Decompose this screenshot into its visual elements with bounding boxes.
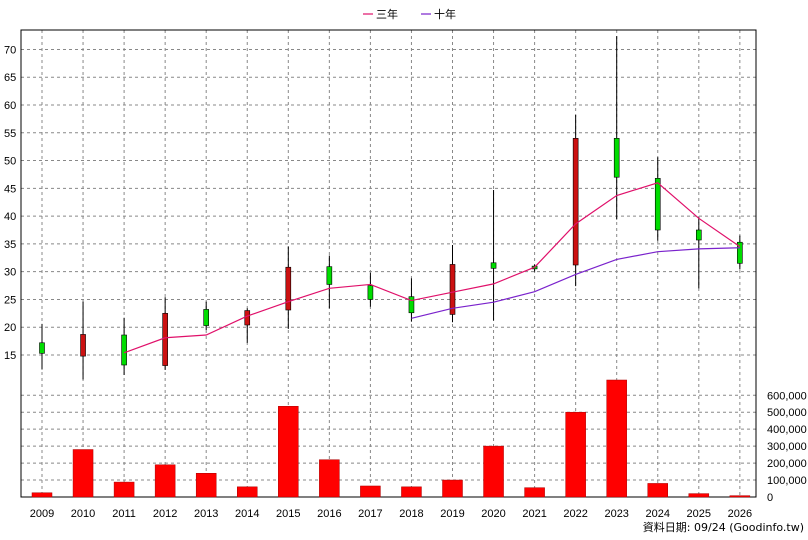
- price-tick-label: 60: [4, 100, 16, 112]
- volume-tick-label: 100,000: [767, 475, 807, 487]
- candle-body: [39, 342, 45, 354]
- candle-body: [613, 138, 620, 178]
- year-tick-label: 2014: [235, 508, 259, 520]
- volume-bar: [401, 486, 422, 498]
- price-tick-label: 70: [4, 44, 16, 56]
- legend-label: 三年: [376, 7, 398, 21]
- volume-bar: [113, 481, 135, 498]
- year-tick-label: 2012: [153, 508, 177, 520]
- volume-bar: [729, 495, 751, 498]
- volume-bar: [524, 487, 545, 498]
- volume-bar: [606, 379, 627, 498]
- year-tick-label: 2019: [440, 508, 464, 520]
- volume-bar: [483, 445, 504, 498]
- plot-border: [20, 29, 757, 498]
- year-tick-label: 2025: [687, 508, 711, 520]
- candle-body: [244, 310, 251, 326]
- year-tick-label: 2015: [276, 508, 300, 520]
- grid-lines: [21, 30, 756, 498]
- volume-tick-label: 400,000: [767, 424, 807, 436]
- candle-body: [121, 334, 127, 366]
- price-tick-label: 65: [4, 72, 16, 84]
- price-tick-label: 35: [4, 239, 16, 251]
- candle-body: [449, 264, 456, 315]
- price-tick-label: 40: [4, 211, 16, 223]
- price-tick-label: 20: [4, 322, 16, 334]
- candle-body: [737, 241, 743, 264]
- volume-bar: [360, 485, 381, 498]
- volume-tick-label: 600,000: [767, 390, 807, 402]
- volume-bar: [319, 459, 340, 498]
- series-line: [411, 247, 740, 319]
- year-tick-label: 2010: [71, 508, 95, 520]
- legend: 三年 十年: [363, 7, 456, 21]
- year-tick-label: 2011: [112, 508, 136, 520]
- candle-body: [408, 296, 415, 314]
- year-tick-label: 2022: [563, 508, 587, 520]
- price-candles: [39, 36, 743, 380]
- candle-body: [326, 266, 333, 285]
- candle-body: [695, 229, 702, 241]
- volume-bar: [278, 406, 299, 498]
- year-tick-label: 2016: [317, 508, 341, 520]
- series-line: [123, 182, 741, 354]
- price-tick-label: 45: [4, 183, 16, 195]
- volume-tick-label: 500,000: [767, 407, 807, 419]
- legend-label: 十年: [434, 7, 456, 21]
- year-tick-label: 2009: [30, 508, 54, 520]
- candle-body: [654, 178, 661, 231]
- volume-bar: [565, 411, 586, 498]
- price-tick-label: 50: [4, 156, 16, 168]
- candle-body: [80, 334, 86, 357]
- candle-body: [572, 138, 579, 266]
- candle-body: [490, 262, 497, 269]
- volume-tick-label: 0: [767, 492, 773, 504]
- moving-average-lines: [123, 182, 741, 354]
- volume-bar: [442, 479, 463, 498]
- year-tick-label: 2026: [728, 508, 752, 520]
- volume-tick-label: 300,000: [767, 441, 807, 453]
- price-tick-label: 30: [4, 267, 16, 279]
- price-tick-label: 15: [4, 350, 16, 362]
- volume-bar: [31, 492, 53, 498]
- volume-bar: [688, 493, 710, 498]
- price-tick-label: 55: [4, 128, 16, 140]
- plot-frame: [20, 29, 757, 498]
- volume-bar: [237, 486, 258, 498]
- candle-body: [285, 266, 292, 311]
- candle-body: [162, 313, 168, 366]
- candle-body: [367, 285, 374, 300]
- volume-bars: [31, 379, 751, 498]
- volume-tick-label: 200,000: [767, 458, 807, 470]
- axis-labels: 1520253035404550556065700100,000200,0003…: [4, 44, 807, 520]
- year-tick-label: 2023: [604, 508, 628, 520]
- year-tick-label: 2024: [646, 508, 670, 520]
- year-tick-label: 2020: [481, 508, 505, 520]
- year-tick-label: 2013: [194, 508, 218, 520]
- year-tick-label: 2017: [358, 508, 382, 520]
- price-tick-label: 25: [4, 294, 16, 306]
- volume-bar: [647, 483, 668, 498]
- volume-bar: [154, 464, 176, 498]
- candle-body: [203, 309, 209, 326]
- data-date-credit: 資料日期: 09/24 (Goodinfo.tw): [643, 520, 804, 534]
- year-tick-label: 2018: [399, 508, 423, 520]
- year-tick-label: 2021: [522, 508, 546, 520]
- volume-bar: [72, 449, 94, 498]
- volume-bar: [195, 473, 217, 498]
